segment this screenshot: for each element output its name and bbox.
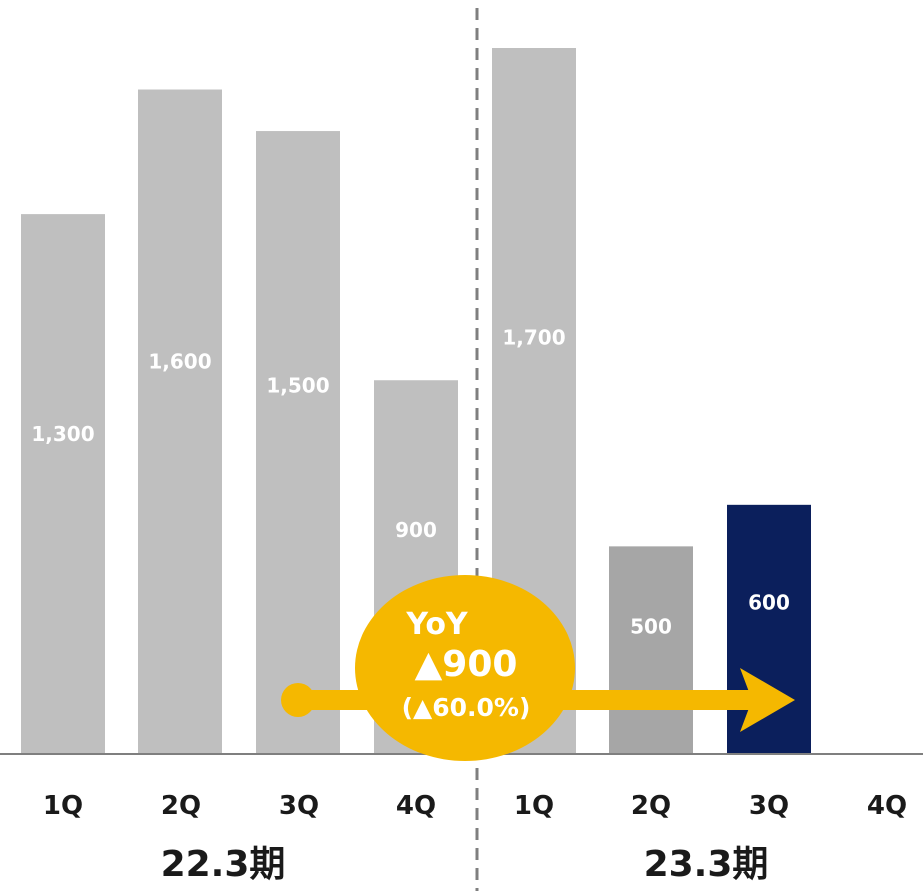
- bar-label-223-2q: 1,600: [148, 350, 211, 374]
- category-label-223-1q: 1Q: [43, 791, 83, 821]
- category-labels: 1Q 2Q 3Q 4Q 1Q 2Q 3Q 4Q: [43, 791, 907, 821]
- yoy-arrow-start-dot: [281, 683, 315, 717]
- yoy-annotation: YoY▲900 (▲60.0%): [281, 575, 795, 761]
- bar-label-223-4q: 900: [395, 518, 437, 542]
- yoy-percent: (▲60.0%): [402, 693, 531, 722]
- category-label-233-2q: 2Q: [631, 791, 671, 821]
- category-label-233-4q: 4Q: [867, 791, 907, 821]
- category-label-233-1q: 1Q: [514, 791, 554, 821]
- category-label-223-2q: 2Q: [161, 791, 201, 821]
- period-label-2: 23.3期: [644, 844, 769, 885]
- bar-223-1q: [21, 214, 105, 754]
- bar-label-233-1q: 1,700: [502, 326, 565, 350]
- bar-233-3q: [727, 504, 811, 754]
- bar-233-2q: [609, 546, 693, 754]
- yoy-value: ▲900: [415, 644, 518, 685]
- period-label-1: 22.3期: [161, 844, 286, 885]
- category-label-223-4q: 4Q: [396, 791, 436, 821]
- bar-223-3q: [256, 131, 340, 754]
- bar-223-2q: [138, 89, 222, 754]
- bar-label-233-2q: 500: [630, 615, 672, 639]
- category-label-233-3q: 3Q: [749, 791, 789, 821]
- yoy-title: YoY: [405, 607, 469, 642]
- period-labels: 22.3期 23.3期: [161, 844, 769, 885]
- yoy-bubble: [355, 575, 575, 761]
- category-label-223-3q: 3Q: [279, 791, 319, 821]
- bar-label-233-3q: 600: [748, 590, 790, 614]
- bar-label-223-1q: 1,300: [31, 422, 94, 446]
- bar-label-223-3q: 1,500: [266, 374, 329, 398]
- yoy-arrow-head: [740, 668, 795, 732]
